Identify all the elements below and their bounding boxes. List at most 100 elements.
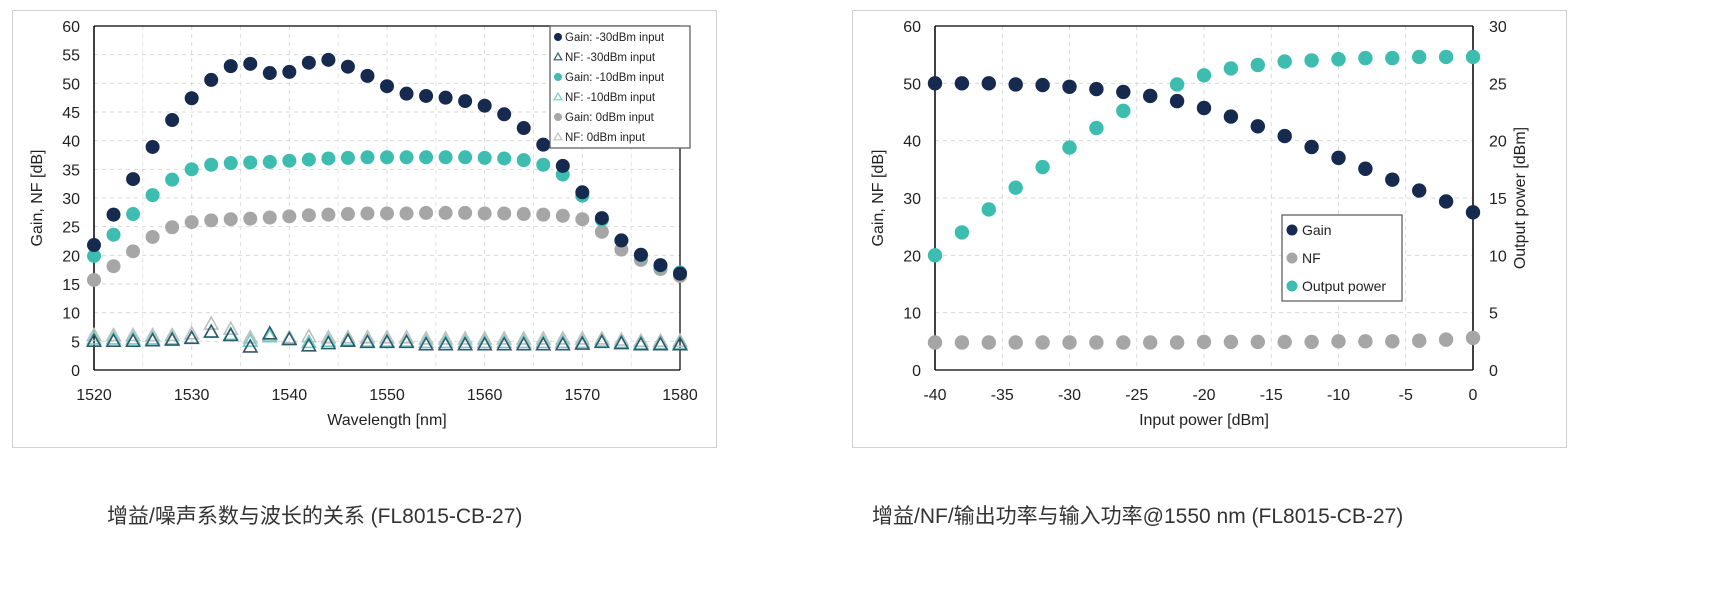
data-point-gain-10dbm-input xyxy=(438,150,453,165)
data-point-nf-0dbm-input xyxy=(359,329,376,344)
data-point-nf-10dbm-input xyxy=(144,330,161,345)
y-tick-label: 0 xyxy=(71,363,80,380)
y-axis-label: Gain, NF [dB] xyxy=(870,150,887,247)
data-point-nf-0dbm-input xyxy=(398,329,415,344)
data-point-nf-0dbm-input xyxy=(535,330,552,345)
data-point-gain-30dbm-input xyxy=(223,59,238,74)
data-point-nf-30dbm-input xyxy=(378,333,396,349)
data-point-gain-0dbm-input xyxy=(536,207,551,222)
legend-label: NF: -10dBm input xyxy=(565,92,656,104)
data-point-nf-30dbm-input xyxy=(515,336,532,351)
y-tick-label: 45 xyxy=(62,105,80,122)
data-point-nf xyxy=(954,335,970,350)
data-point-gain-30dbm-input xyxy=(380,79,394,94)
y-tick-label: 20 xyxy=(903,248,921,265)
y2-tick-label: 20 xyxy=(1489,134,1507,151)
data-point-gain-0dbm-input xyxy=(555,208,570,223)
data-point-gain-30dbm-input xyxy=(536,137,551,152)
data-point-nf-0dbm-input xyxy=(613,331,630,346)
data-point-gain-10dbm-input xyxy=(87,248,101,263)
data-point-nf-30dbm-input xyxy=(183,329,200,345)
data-point-gain-0dbm-input xyxy=(438,205,453,220)
y2-tick-label: 30 xyxy=(1489,19,1507,36)
y-tick-label: 15 xyxy=(62,277,80,294)
data-point-gain-10dbm-input xyxy=(106,227,121,242)
data-point-gain xyxy=(1116,84,1131,100)
data-point-gain-0dbm-input xyxy=(87,272,101,287)
data-point-nf-0dbm-input xyxy=(222,320,239,335)
data-point-nf xyxy=(981,335,996,350)
data-point-nf xyxy=(1412,333,1427,348)
data-point-output-power xyxy=(1358,50,1373,66)
data-point-gain-30dbm-input xyxy=(301,55,316,70)
data-point-nf-30dbm-input xyxy=(535,336,552,351)
data-point-output-power xyxy=(1304,53,1319,68)
y-tick-label: 20 xyxy=(62,248,80,265)
data-point-gain xyxy=(954,76,970,91)
data-point-nf-0dbm-input xyxy=(320,329,337,344)
data-point-nf-0dbm-input xyxy=(85,326,103,342)
y-tick-label: 40 xyxy=(62,134,80,151)
data-point-nf-30dbm-input xyxy=(320,334,337,350)
data-point-nf-0dbm-input xyxy=(574,330,591,345)
data-point-nf-0dbm-input xyxy=(476,330,493,345)
data-point-nf xyxy=(1035,335,1050,350)
data-point-nf-30dbm-input xyxy=(457,336,474,351)
data-point-gain-10dbm-input xyxy=(184,162,199,177)
y-tick-label: 30 xyxy=(903,191,921,208)
data-point-gain-10dbm-input xyxy=(477,150,492,165)
data-point-gain-0dbm-input xyxy=(458,205,473,220)
data-point-nf-0dbm-input xyxy=(457,330,474,345)
data-point-nf xyxy=(1331,334,1346,349)
legend-marker-circle xyxy=(554,113,562,121)
y-tick-label: 40 xyxy=(903,134,921,151)
legend-label: Gain: 0dBm input xyxy=(565,112,655,124)
y-axis-label: Gain, NF [dB] xyxy=(29,150,46,247)
data-point-output-power xyxy=(1169,77,1185,92)
data-point-nf-10dbm-input xyxy=(242,332,259,348)
data-point-nf xyxy=(1116,335,1131,350)
y-tick-label: 60 xyxy=(62,19,80,36)
data-point-gain xyxy=(1465,205,1481,220)
data-point-gain xyxy=(1358,161,1373,176)
data-point-gain-10dbm-input xyxy=(321,151,336,166)
data-point-nf-30dbm-input xyxy=(632,336,649,351)
data-point-gain-10dbm-input xyxy=(399,150,414,165)
x-tick-label: 1520 xyxy=(76,387,112,404)
legend-label: NF xyxy=(1302,250,1321,266)
data-point-nf-0dbm-input xyxy=(164,326,181,342)
data-point-gain-0dbm-input xyxy=(145,229,160,244)
data-point-gain-10dbm-input xyxy=(282,153,297,168)
data-point-nf-0dbm-input xyxy=(515,330,532,345)
y-tick-label: 10 xyxy=(62,306,80,323)
y-tick-label: 10 xyxy=(903,306,921,323)
data-point-nf-30dbm-input xyxy=(105,332,122,348)
data-point-nf xyxy=(1277,334,1292,350)
data-point-nf-30dbm-input xyxy=(281,330,298,346)
data-point-nf-30dbm-input xyxy=(261,325,278,340)
data-point-nf xyxy=(1250,334,1266,350)
data-point-gain-30dbm-input xyxy=(419,88,434,103)
data-point-nf-10dbm-input xyxy=(515,333,532,349)
data-point-output-power xyxy=(1116,103,1131,119)
legend-marker-circle xyxy=(554,33,562,41)
data-point-gain-30dbm-input xyxy=(106,207,121,222)
data-point-gain xyxy=(981,76,996,91)
data-point-output-power xyxy=(1035,159,1050,175)
legend-marker-triangle xyxy=(553,51,563,61)
chart-panel-input-power xyxy=(852,10,1567,448)
y2-axis-label: Output power [dBm] xyxy=(1512,127,1529,269)
data-point-nf-0dbm-input xyxy=(125,326,142,342)
data-point-nf-10dbm-input xyxy=(535,333,552,349)
data-point-gain-30dbm-input xyxy=(438,90,453,105)
data-point-gain-30dbm-input xyxy=(673,266,687,281)
data-point-nf xyxy=(1358,334,1373,349)
data-point-gain-10dbm-input xyxy=(380,150,394,165)
y-tick-label: 30 xyxy=(62,191,80,208)
data-point-nf-10dbm-input xyxy=(418,333,435,349)
data-point-gain-10dbm-input xyxy=(419,150,434,165)
legend-label: NF: 0dBm input xyxy=(565,132,646,144)
data-point-nf-30dbm-input xyxy=(222,326,239,342)
data-point-output-power xyxy=(1223,61,1239,76)
data-point-nf-0dbm-input xyxy=(496,330,513,345)
